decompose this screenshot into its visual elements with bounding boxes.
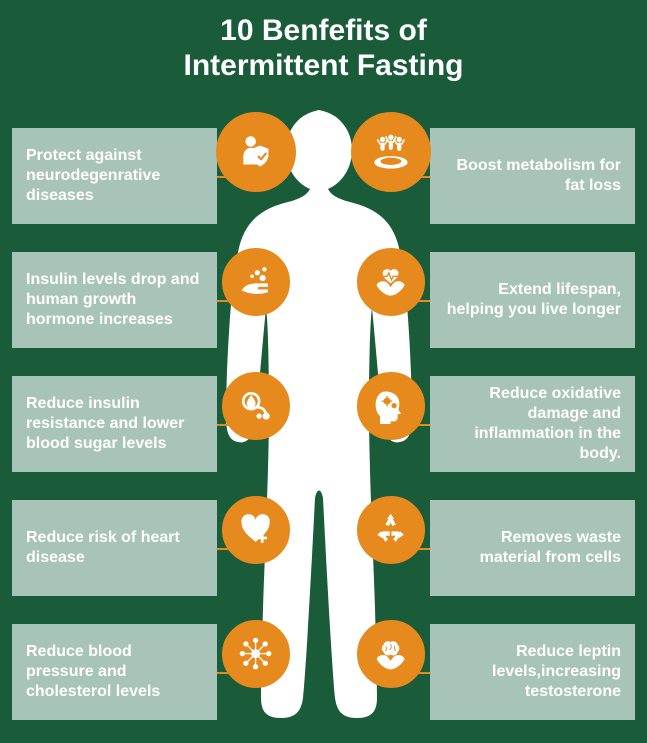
benefit-box-left-0: Protect against neurodegenrative disease… xyxy=(12,128,217,224)
benefit-text: Reduce oxidative damage and inflammation… xyxy=(444,384,621,464)
benefit-box-left-4: Reduce blood pressure and cholesterol le… xyxy=(12,624,217,720)
network-dots-icon xyxy=(222,620,290,688)
blood-drop-icon xyxy=(222,372,290,440)
head-gears-icon xyxy=(357,372,425,440)
people-plate-icon xyxy=(351,112,431,192)
hands-heart-icon xyxy=(357,248,425,316)
page-title: 10 Benfefits of Intermittent Fasting xyxy=(0,0,647,83)
hand-pills-icon xyxy=(222,248,290,316)
heart-plus-icon xyxy=(222,496,290,564)
benefit-box-right-0: Boost metabolism for fat loss xyxy=(430,128,635,224)
benefit-text: Reduce leptin levels,increasing testoste… xyxy=(444,642,621,702)
benefit-text: Reduce risk of heart disease xyxy=(26,528,203,568)
benefit-text: Extend lifespan, helping you live longer xyxy=(444,280,621,320)
recycle-icon xyxy=(357,496,425,564)
benefit-box-right-1: Extend lifespan, helping you live longer xyxy=(430,252,635,348)
benefit-text: Boost metabolism for fat loss xyxy=(444,156,621,196)
benefit-box-left-1: Insulin levels drop and human growth hor… xyxy=(12,252,217,348)
benefit-text: Reduce insulin resistance and lower bloo… xyxy=(26,394,203,454)
benefit-box-left-2: Reduce insulin resistance and lower bloo… xyxy=(12,376,217,472)
benefit-text: Insulin levels drop and human growth hor… xyxy=(26,270,203,330)
title-line-2: Intermittent Fasting xyxy=(0,49,647,84)
title-line-1: 10 Benfefits of xyxy=(0,14,647,49)
benefit-box-right-4: Reduce leptin levels,increasing testoste… xyxy=(430,624,635,720)
benefit-box-right-3: Removes waste material from cells xyxy=(430,500,635,596)
person-shield-icon xyxy=(216,112,296,192)
benefit-text: Reduce blood pressure and cholesterol le… xyxy=(26,642,203,702)
benefit-box-left-3: Reduce risk of heart disease xyxy=(12,500,217,596)
benefit-box-right-2: Reduce oxidative damage and inflammation… xyxy=(430,376,635,472)
hands-brain-icon xyxy=(357,620,425,688)
benefit-text: Removes waste material from cells xyxy=(444,528,621,568)
benefit-text: Protect against neurodegenrative disease… xyxy=(26,146,203,206)
